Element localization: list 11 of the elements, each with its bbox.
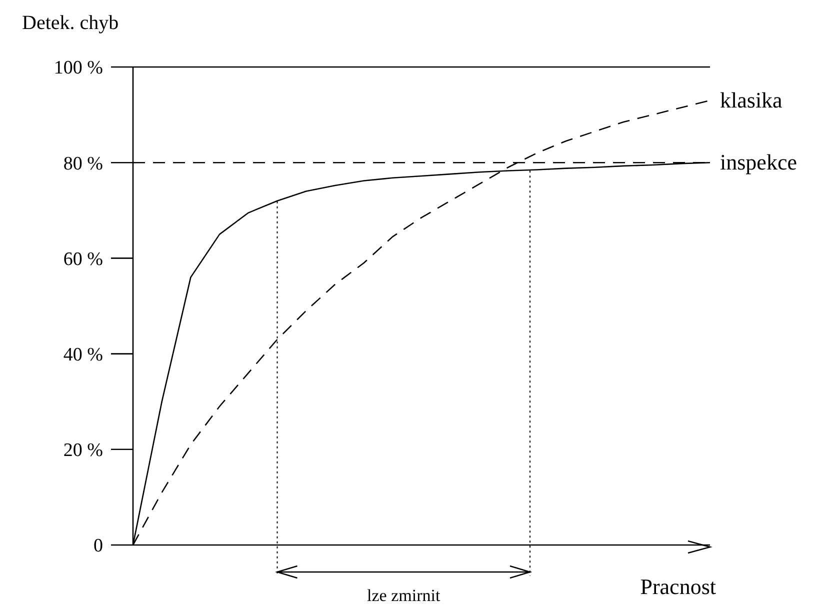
y-tick-label: 40 % [63, 344, 104, 366]
y-tick-label: 60 % [63, 248, 104, 270]
y-tick-label: 80 % [63, 153, 104, 174]
series-label: klasika [720, 87, 783, 112]
x-axis-title: Pracnost [640, 574, 716, 600]
y-tick-label: 100 % [54, 58, 104, 79]
y-axis-title: Detek. chyb [22, 12, 119, 35]
text: lze zmirnit [366, 586, 442, 606]
y-tick-label: 20 % [63, 440, 104, 462]
series-label: inspekce [720, 150, 797, 175]
y-tick-label: 0 [94, 536, 103, 557]
